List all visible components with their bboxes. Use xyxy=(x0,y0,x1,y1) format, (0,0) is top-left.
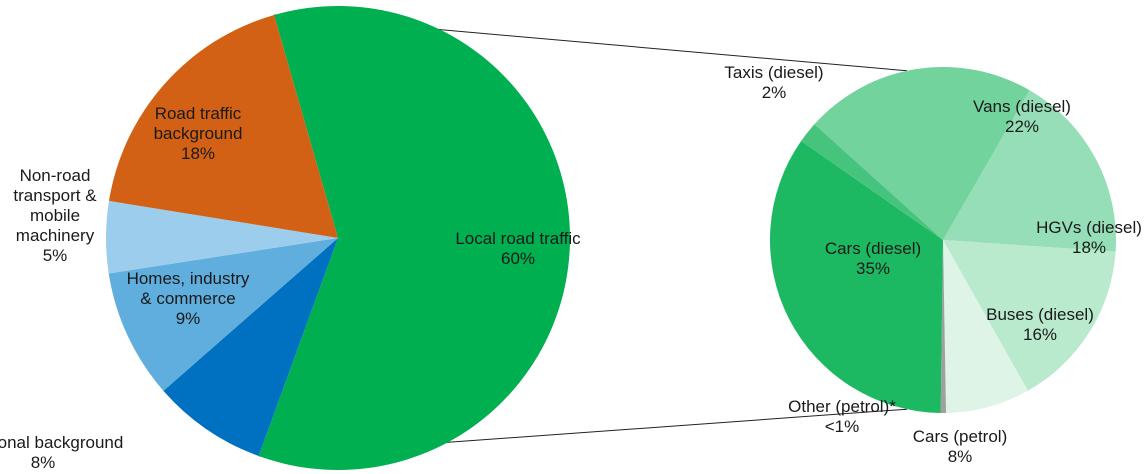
main-slice-regional-background xyxy=(163,238,338,457)
label-line: Cars (petrol) xyxy=(913,427,1007,446)
sub-label-other-petrol: Other (petrol)* <1% xyxy=(788,397,896,436)
label-line: 8% xyxy=(948,447,973,466)
sub-label-cars-petrol: Cars (petrol) 8% xyxy=(913,427,1007,466)
label-line: background xyxy=(154,124,243,143)
label-line: 8% xyxy=(31,453,56,472)
main-slice-homes-industry xyxy=(108,238,338,391)
label-line: Vans (diesel) xyxy=(973,97,1071,116)
main-label-road-traffic: Road traffic background 18% xyxy=(154,104,243,163)
label-line: 16% xyxy=(1023,325,1057,344)
label-line: Local road traffic xyxy=(455,229,581,248)
label-line: Cars (diesel) xyxy=(825,239,921,258)
label-line: 60% xyxy=(501,249,535,268)
label-line: <1% xyxy=(825,417,860,436)
label-line: Other (petrol)* xyxy=(788,397,896,416)
sub-slice-vans-diesel xyxy=(814,66,1030,240)
sub-label-vans-diesel: Vans (diesel) 22% xyxy=(973,97,1071,136)
label-line: 9% xyxy=(176,309,201,328)
label-line: 18% xyxy=(1072,238,1106,257)
sub-label-taxis-diesel: Taxis (diesel) 2% xyxy=(724,63,823,102)
label-line: machinery xyxy=(16,226,95,245)
label-line: Homes, industry xyxy=(127,269,250,288)
sub-slice-other-petrol xyxy=(940,240,947,413)
label-line: Regional background xyxy=(0,433,123,452)
sub-label-buses-diesel: Buses (diesel) 16% xyxy=(986,305,1094,344)
sub-slice-taxis-diesel xyxy=(801,124,943,240)
label-line: Non-road xyxy=(20,166,91,185)
main-slice-road-traffic xyxy=(108,14,338,238)
label-line: & commerce xyxy=(140,289,235,308)
main-label-local-road-traffic: Local road traffic 60% xyxy=(455,229,581,268)
sub-label-hgvs-diesel: HGVs (diesel) 18% xyxy=(1036,218,1142,257)
sub-slice-cars-petrol xyxy=(943,240,1028,413)
label-line: Buses (diesel) xyxy=(986,305,1094,324)
sub-label-cars-diesel: Cars (diesel) 35% xyxy=(825,239,921,278)
label-line: 5% xyxy=(43,246,68,265)
sub-slice-hgvs-diesel xyxy=(943,90,1117,252)
sub-slice-buses-diesel xyxy=(943,240,1116,391)
main-label-non-road: Non-road transport & mobile machinery 5% xyxy=(13,166,97,265)
main-label-homes-industry: Homes, industry & commerce 9% xyxy=(127,269,250,328)
label-line: mobile xyxy=(30,206,80,225)
label-line: transport & xyxy=(13,186,97,205)
label-line: 35% xyxy=(856,259,890,278)
sub-slice-cars-diesel xyxy=(769,141,943,413)
label-line: 2% xyxy=(762,83,787,102)
label-line: HGVs (diesel) xyxy=(1036,218,1142,237)
main-pie xyxy=(105,6,571,471)
label-line: 22% xyxy=(1005,117,1039,136)
label-line: Taxis (diesel) xyxy=(724,63,823,82)
main-slice-non-road xyxy=(105,200,339,274)
main-slice-local-road-traffic xyxy=(258,6,571,471)
breakdown-pie xyxy=(769,66,1117,413)
label-line: Road traffic xyxy=(155,104,242,123)
label-line: 18% xyxy=(181,144,215,163)
